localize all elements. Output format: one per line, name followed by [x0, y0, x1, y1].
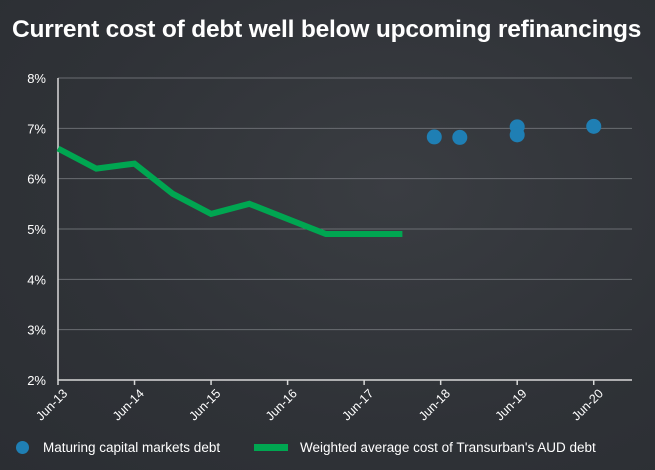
- legend-label-maturing-debt: Maturing capital markets debt: [43, 440, 221, 455]
- series: [56, 118, 602, 237]
- y-tick-label: 8%: [27, 71, 46, 86]
- maturing-debt-point: [452, 129, 468, 145]
- gridlines: [58, 77, 632, 331]
- x-tick-label: Jun-20: [569, 386, 606, 423]
- x-tick-label: Jun-16: [263, 386, 300, 423]
- y-tick-label: 2%: [27, 373, 46, 388]
- x-tick-label: Jun-14: [110, 386, 147, 423]
- legend: Maturing capital markets debt Weighted a…: [16, 440, 646, 464]
- axes: [57, 78, 632, 385]
- maturing-debt-point: [586, 118, 602, 134]
- y-tick-label: 5%: [27, 222, 46, 237]
- x-tick-label: Jun-13: [33, 386, 70, 423]
- legend-marker-dot: [16, 441, 29, 454]
- maturing-debt-point: [426, 129, 442, 145]
- x-tick-label: Jun-18: [416, 386, 453, 423]
- legend-item-weighted-average-cost: Weighted average cost of Transurban's AU…: [254, 440, 596, 455]
- y-tick-label: 3%: [27, 323, 46, 338]
- x-tick-label: Jun-19: [493, 386, 530, 423]
- maturing-debt-point: [509, 127, 525, 143]
- chart-title: Current cost of debt well below upcoming…: [12, 16, 642, 43]
- y-tick-label: 6%: [27, 172, 46, 187]
- x-tick-labels: Jun-13 Jun-14 Jun-15 Jun-16 Jun-17 Jun-18 Jun-…: [33, 386, 606, 423]
- legend-label-weighted-average-cost: Weighted average cost of Transurban's AU…: [300, 440, 596, 455]
- weighted-average-cost-line: [56, 145, 403, 237]
- legend-marker-line: [254, 444, 288, 451]
- y-tick-labels: 2% 3% 4% 5% 6% 7% 8%: [27, 71, 46, 388]
- x-tick-label: Jun-15: [186, 386, 223, 423]
- y-tick-label: 4%: [27, 272, 46, 287]
- x-tick-label: Jun-17: [340, 386, 377, 423]
- legend-item-maturing-debt: Maturing capital markets debt: [16, 440, 220, 455]
- y-tick-label: 7%: [27, 121, 46, 136]
